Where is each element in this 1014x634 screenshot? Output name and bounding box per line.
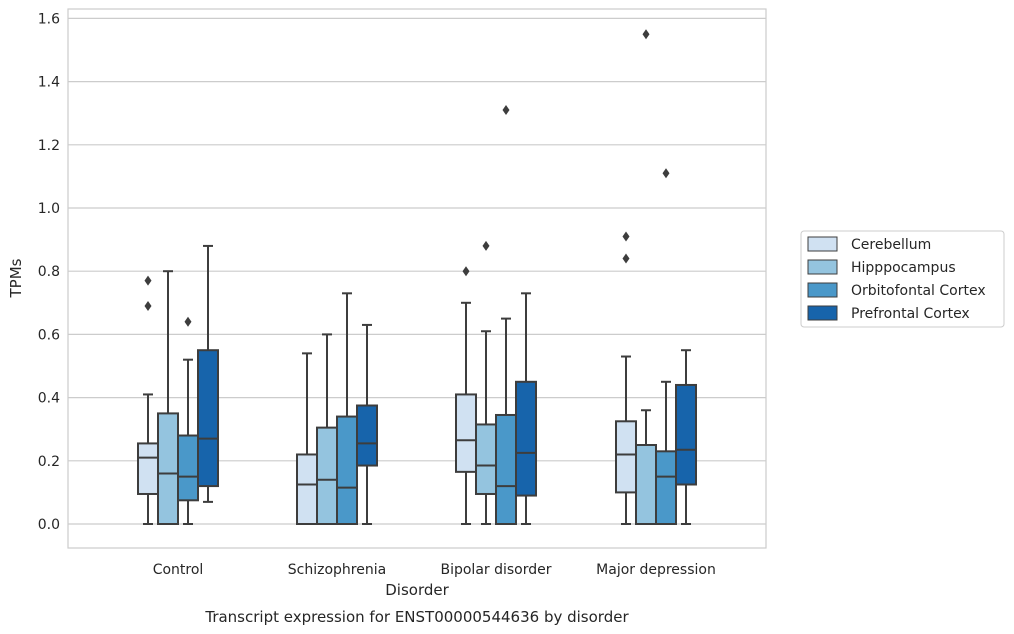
- box-body: [635, 444, 657, 525]
- outlier-point: [622, 253, 630, 264]
- legend-label: Cerebellum: [851, 237, 931, 253]
- y-axis-label: TPMs: [7, 258, 25, 298]
- box-body: [177, 434, 199, 502]
- legend-swatch: [807, 236, 838, 252]
- box: [137, 275, 159, 525]
- box: [197, 244, 219, 503]
- outlier-point: [144, 300, 152, 311]
- outlier-point: [144, 275, 152, 286]
- series-0: [137, 231, 637, 526]
- y-tick-label: 1.4: [38, 75, 60, 91]
- legend: Cerebellum Hipppocampus Orbitofontal Corte…: [800, 230, 1005, 328]
- x-tick-label: Bipolar disorder: [440, 562, 551, 578]
- x-axis-ticks: Control Schizophrenia Bipolar disorder Majo…: [153, 562, 716, 578]
- outlier-point: [622, 231, 630, 242]
- y-tick-label: 0.8: [38, 264, 60, 280]
- x-tick-label: Control: [153, 562, 204, 578]
- box: [675, 349, 697, 525]
- legend-label: Hipppocampus: [851, 260, 956, 276]
- outlier-point: [184, 316, 192, 327]
- y-tick-label: 0.6: [38, 327, 60, 343]
- outlier-point: [502, 105, 510, 116]
- box: [296, 352, 318, 526]
- box-body: [157, 412, 179, 525]
- box: [356, 323, 378, 525]
- y-tick-label: 1.2: [38, 138, 60, 154]
- box-body: [615, 420, 637, 494]
- box: [316, 333, 338, 525]
- box: [177, 316, 199, 525]
- box-body: [316, 426, 338, 525]
- outlier-point: [462, 266, 470, 277]
- box: [475, 240, 497, 525]
- box-series: [137, 29, 697, 526]
- box-body: [197, 349, 219, 488]
- legend-swatch: [807, 305, 838, 321]
- outlier-point: [642, 29, 650, 40]
- box-body: [137, 442, 159, 495]
- legend-swatch: [807, 259, 838, 275]
- legend-frame: [800, 230, 1005, 328]
- box-body: [655, 450, 677, 526]
- box: [515, 292, 537, 525]
- legend-label: Orbitofontal Cortex: [851, 283, 986, 299]
- box-body: [296, 453, 318, 526]
- box: [635, 29, 657, 525]
- x-tick-label: Major depression: [596, 562, 716, 578]
- y-tick-label: 0.0: [38, 517, 60, 533]
- series-3: [197, 244, 697, 525]
- box-body: [356, 404, 378, 467]
- y-tick-label: 1.6: [38, 11, 60, 27]
- box: [157, 270, 179, 525]
- x-axis-label: Disorder: [385, 581, 449, 599]
- box-body: [515, 380, 537, 497]
- box-body: [495, 413, 517, 526]
- outlier-point: [662, 168, 670, 179]
- box-body: [675, 383, 697, 486]
- plot-area-frame: [67, 8, 767, 549]
- y-axis-ticks: 0.0 0.2 0.4 0.6 0.8 1.0 1.2 1.4 1.6: [38, 11, 60, 533]
- y-tick-label: 0.4: [38, 391, 60, 407]
- x-tick-label: Schizophrenia: [288, 562, 386, 578]
- series-1: [157, 29, 657, 525]
- box: [495, 105, 517, 526]
- box: [455, 266, 477, 525]
- legend-label: Prefrontal Cortex: [851, 306, 970, 322]
- box-body: [475, 423, 497, 495]
- y-tick-label: 1.0: [38, 201, 60, 217]
- series-2: [177, 105, 677, 526]
- box-body: [336, 415, 358, 525]
- legend-swatch: [807, 282, 838, 298]
- box: [655, 168, 677, 526]
- outlier-point: [482, 240, 490, 251]
- box-body: [455, 393, 477, 473]
- y-tick-label: 0.2: [38, 454, 60, 470]
- chart-caption: Transcript expression for ENST0000054463…: [204, 608, 629, 626]
- box: [615, 231, 637, 525]
- box: [336, 292, 358, 525]
